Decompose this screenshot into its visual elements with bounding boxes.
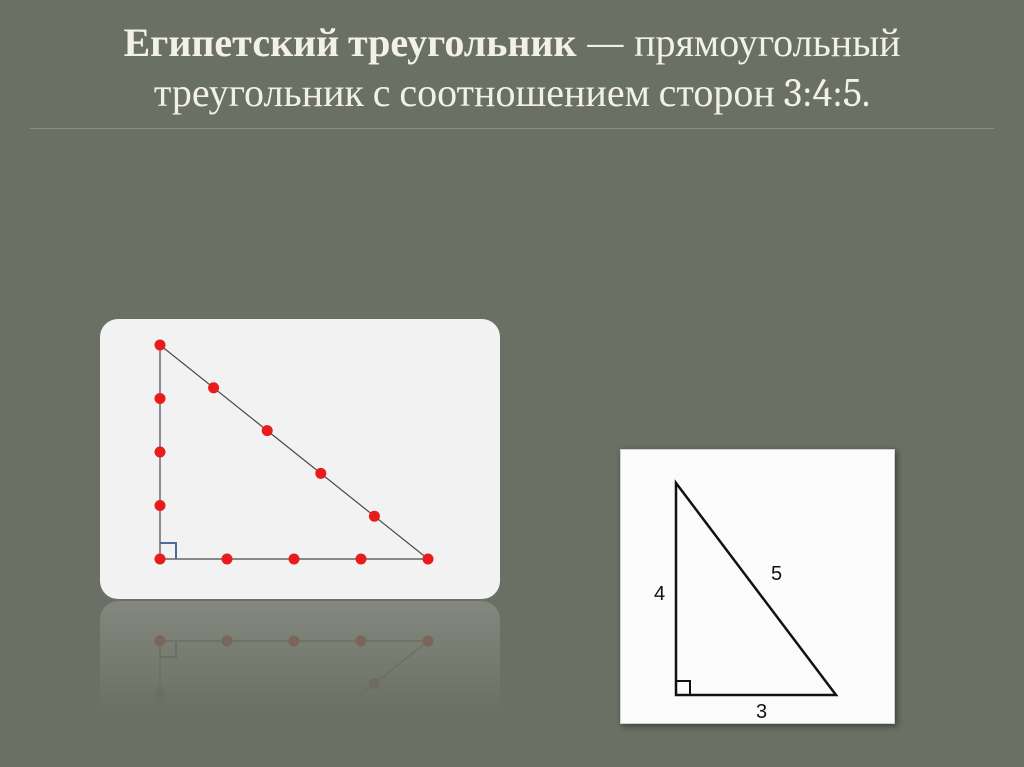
title-block: Египетский треугольник — прямоугольный т…: [0, 0, 1024, 129]
dot-marker: [315, 721, 326, 732]
dot-marker: [222, 636, 233, 647]
triangle-edge: [160, 641, 428, 767]
dot-marker: [262, 425, 273, 436]
dot-marker: [315, 468, 326, 479]
dot-marker: [423, 636, 434, 647]
side-label: 5: [771, 563, 782, 585]
left-diagram-svg: [100, 319, 500, 599]
dot-marker: [289, 554, 300, 565]
dot-marker: [356, 554, 367, 565]
dot-marker: [155, 447, 166, 458]
dot-marker: [155, 393, 166, 404]
dot-marker: [369, 678, 380, 689]
dot-marker: [356, 636, 367, 647]
dot-marker: [289, 636, 300, 647]
dot-marker: [155, 340, 166, 351]
title-rest1: — прямоугольный: [577, 20, 901, 66]
title-bold: Египетский треугольник: [123, 20, 576, 66]
dot-marker: [155, 554, 166, 565]
dot-marker: [155, 500, 166, 511]
left-diagram-reflection: [100, 601, 500, 767]
title-line2: треугольник с соотношением сторон 3:4:5.: [154, 70, 870, 116]
dot-marker: [222, 554, 233, 565]
dot-marker: [208, 382, 219, 393]
slide: Египетский треугольник — прямоугольный т…: [0, 0, 1024, 767]
dot-marker: [369, 511, 380, 522]
side-label: 4: [654, 583, 665, 605]
right-diagram-panel: 4 5 3: [620, 449, 895, 724]
triangle-edge: [160, 345, 428, 559]
dot-marker: [155, 689, 166, 700]
right-angle-icon: [676, 681, 690, 695]
dot-marker: [155, 636, 166, 647]
side-label: 3: [756, 701, 767, 723]
dot-marker: [423, 554, 434, 565]
triangle-shape: [676, 483, 836, 695]
left-diagram-panel: [100, 319, 500, 599]
content-area: 453: [0, 129, 1024, 719]
dot-marker: [155, 743, 166, 754]
right-diagram-svg: 4 5 3: [621, 450, 896, 725]
